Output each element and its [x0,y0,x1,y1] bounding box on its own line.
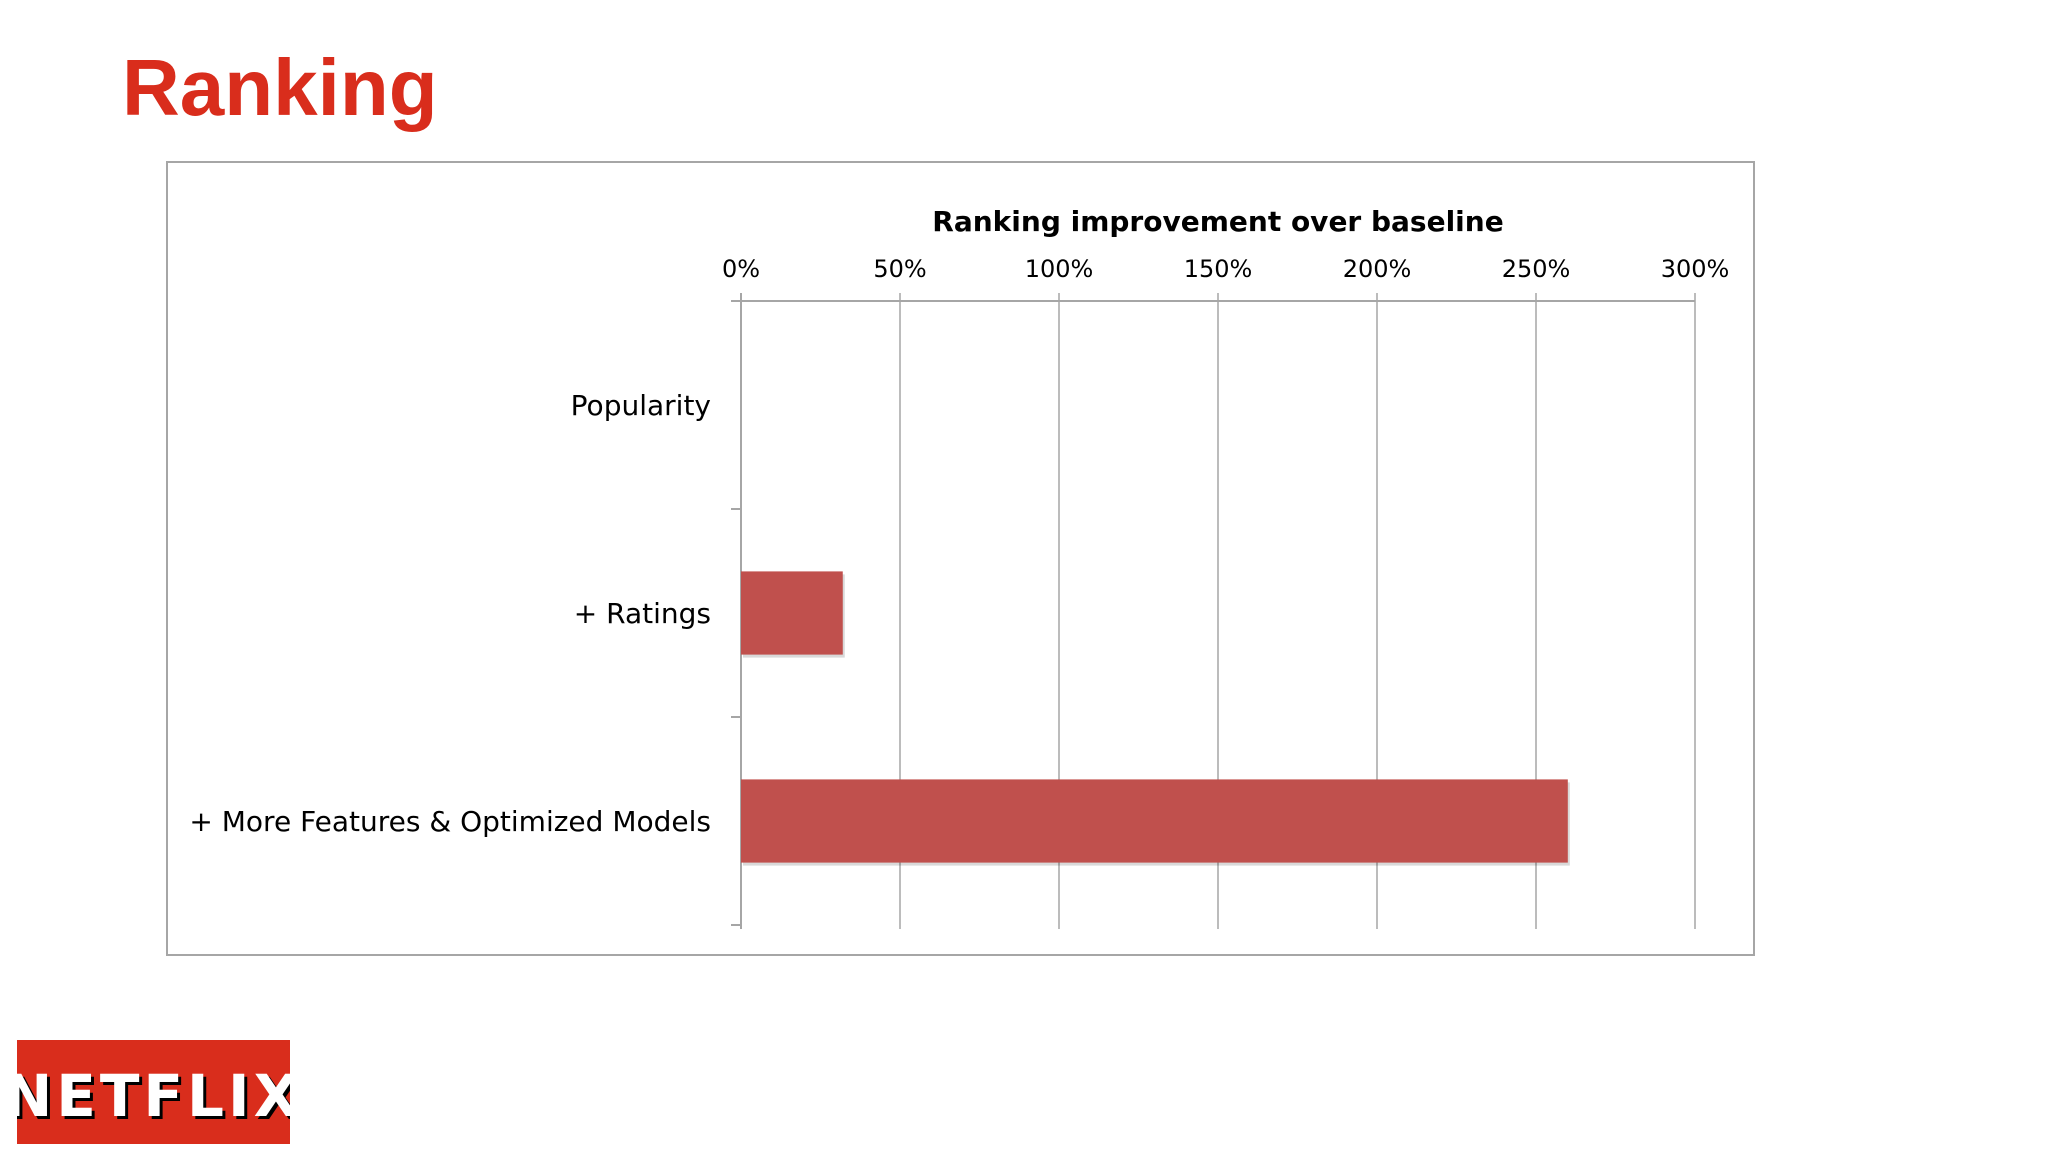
category-label: + Ratings [574,597,711,630]
category-label: + More Features & Optimized Models [189,805,711,838]
logo-text-shadow: NETFLIX [17,1065,290,1133]
netflix-logo: NETFLIX NETFLIX [17,1040,290,1144]
logo-text: NETFLIX [17,1062,290,1130]
bar-chart: Ranking improvement over baseline 0% 50% 1… [189,205,1730,929]
x-tick-label: 100% [1025,255,1094,283]
chart-title: Ranking improvement over baseline [932,205,1503,238]
x-tick-label: 250% [1502,255,1571,283]
bar [741,571,843,655]
slide-title: Ranking [122,43,438,132]
x-tick-label: 200% [1343,255,1412,283]
x-tick-label: 50% [873,255,926,283]
bar [741,779,1568,863]
x-tick-label: 300% [1661,255,1730,283]
x-tick-label: 0% [722,255,760,283]
chart-frame: Ranking improvement over baseline 0% 50% 1… [166,161,1755,956]
category-label: Popularity [571,389,711,422]
x-tick-label: 150% [1184,255,1253,283]
